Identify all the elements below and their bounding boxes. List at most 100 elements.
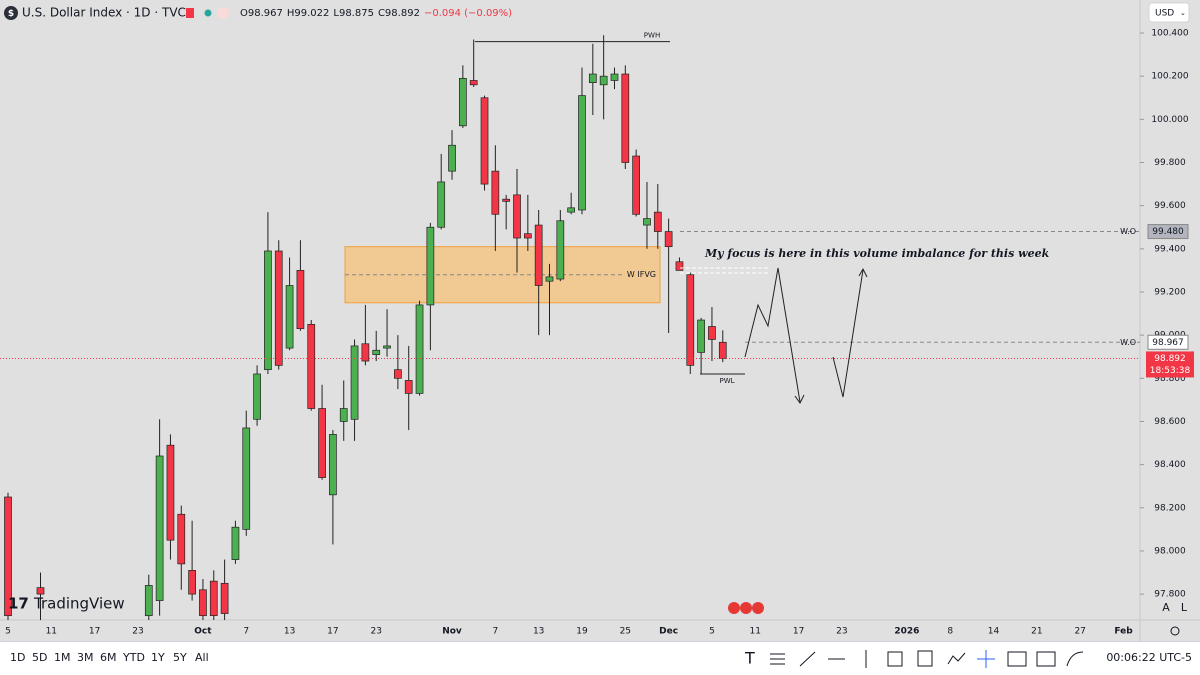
range-button[interactable]: 6M [100,651,117,664]
quote-item: C98.892 [378,8,420,19]
candle-body [588,73,597,84]
range-button[interactable]: 3M [77,651,94,664]
currency-select[interactable] [1148,2,1190,23]
candle-body [144,585,153,617]
forecast-path [832,269,864,398]
candle-body [448,144,456,172]
candle-body [209,580,218,617]
price-tag-label: 98.892 [1154,354,1186,364]
data-icon [217,7,229,19]
quote-item: H99.022 [287,8,330,19]
x-tick-label: 23 [132,627,143,637]
candle-body [610,73,619,81]
range-button[interactable]: 5D [32,651,48,664]
candle-body [242,427,251,530]
candle-body [708,326,716,340]
candle-body [4,496,12,617]
x-tick-label: 7 [492,627,498,637]
candle-body [632,155,640,215]
candle-body [686,274,695,366]
y-tick-label: 99.200 [1154,287,1186,297]
candle-body [220,582,229,614]
quote-item: L98.875 [333,8,374,19]
price-tag [1146,351,1194,378]
candle-body [697,319,705,353]
candle-body [437,181,446,228]
candle-body [513,194,521,239]
tv-logo: TradingView [33,595,125,613]
tool-icon[interactable] [799,651,816,667]
y-tick-label: 99.600 [1154,201,1186,211]
x-tick-label: 25 [620,627,631,637]
y-tick-label: 100.400 [1151,29,1188,39]
tool-icon[interactable] [1066,651,1084,667]
candle-body [36,587,45,595]
x-tick-label: Dec [659,627,678,637]
candle-body [404,380,413,394]
y-tick-label: 97.800 [1154,590,1186,600]
forecast-path [744,267,801,403]
x-tick-label: 21 [1031,627,1042,637]
scale-button[interactable]: A [1162,601,1170,614]
candle-body [372,349,381,355]
candle-body [188,570,196,595]
symbol-title[interactable]: U.S. Dollar Index · 1D · TVC [22,6,186,20]
tool-icon[interactable]: T [744,649,755,668]
candle-body [621,73,630,163]
range-button[interactable]: 1M [54,651,71,664]
candle-body [599,75,608,86]
settings-icon[interactable] [1170,626,1180,636]
range-button[interactable]: YTD [123,651,145,664]
y-tick-label: 100.200 [1151,72,1188,82]
range-button[interactable]: 1D [10,651,26,664]
x-tick-label: 7 [243,627,249,637]
range-button[interactable]: All [195,651,209,664]
candle-body [199,589,207,617]
scale-button[interactable]: L [1181,601,1188,614]
x-tick-label: 17 [327,627,338,637]
level-name: W.O [1120,338,1136,347]
candle-body [394,369,402,379]
x-tick-label: 27 [1074,627,1085,637]
status-dot [204,9,212,17]
candle-body [480,97,489,185]
x-tick-label: 23 [836,627,847,637]
x-tick-label: Oct [194,627,212,637]
y-tick-label: 99.800 [1154,158,1186,168]
x-tick-label: 23 [370,627,381,637]
x-tick-label: 14 [988,627,1000,637]
tool-icon[interactable] [1036,651,1056,667]
candle-body [491,170,500,215]
currency-caret: ⌄ [1180,9,1186,17]
candle-body [166,444,175,541]
y-tick-label: 100.000 [1151,115,1188,125]
range-button[interactable]: 5Y [173,651,187,664]
level-tag-label: 98.967 [1152,338,1184,348]
candle-body [274,250,283,366]
tool-icon[interactable] [1007,651,1027,667]
candle-body [264,250,272,371]
range-button[interactable]: 1Y [151,651,165,664]
tool-icon[interactable] [917,650,933,667]
candle-body [664,231,673,248]
level-name: W.O [1120,227,1136,236]
y-tick-label: 98.200 [1154,503,1186,513]
y-tick-label: 98.800 [1154,374,1186,384]
event-icon [740,602,752,614]
zone-label: W IFVG [627,270,656,279]
currency-label: USD [1155,9,1174,19]
level-tag [1147,224,1189,240]
candle-body [643,218,651,226]
y-tick-label: 98.400 [1154,460,1186,470]
candle-body [296,270,305,330]
candle-body [329,434,337,496]
tool-icon[interactable] [947,652,966,665]
x-tick-label: 13 [284,627,295,637]
tool-icon[interactable] [887,651,903,667]
swing-label: PWL [719,377,734,385]
x-tick-label: 8 [947,627,953,637]
x-tick-label: 17 [89,627,100,637]
candle-body [426,226,435,306]
annotation: My focus is here in this volume imbalanc… [704,247,1050,260]
